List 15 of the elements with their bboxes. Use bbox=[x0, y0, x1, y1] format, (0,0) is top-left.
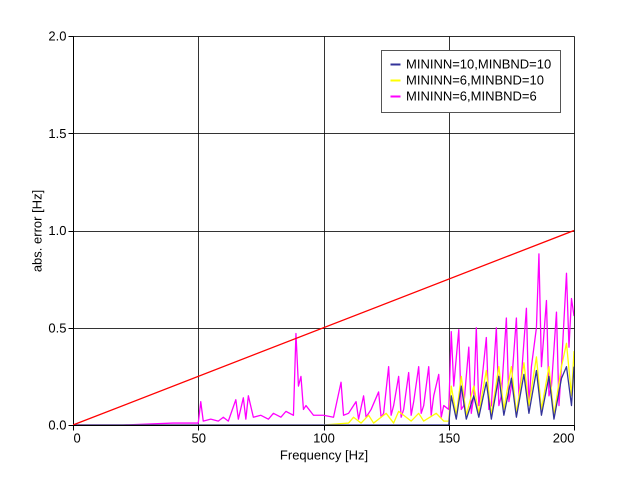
x-tick-label: 50 bbox=[192, 430, 206, 446]
x-tick-label: 0 bbox=[74, 430, 81, 446]
x-axis-title: Frequency [Hz] bbox=[280, 448, 368, 462]
y-tick-label: 0.5 bbox=[48, 320, 66, 336]
legend-label: MININN=6,MINBND=10 bbox=[406, 72, 544, 88]
x-tick-label: 150 bbox=[438, 430, 460, 446]
y-axis-title: abs. error [Hz] bbox=[29, 190, 44, 272]
y-tick-label: 1.5 bbox=[48, 126, 66, 141]
y-tick-label: 2.0 bbox=[48, 28, 66, 44]
y-tick-label: 1.0 bbox=[48, 223, 66, 238]
legend-label: MININN=6,MINBND=6 bbox=[406, 88, 537, 104]
x-tick-label: 200 bbox=[552, 430, 574, 446]
legend-label: MININN=10,MINBND=10 bbox=[406, 56, 552, 72]
x-tick-label: 100 bbox=[313, 430, 335, 446]
y-tick-label: 0.0 bbox=[48, 418, 66, 432]
